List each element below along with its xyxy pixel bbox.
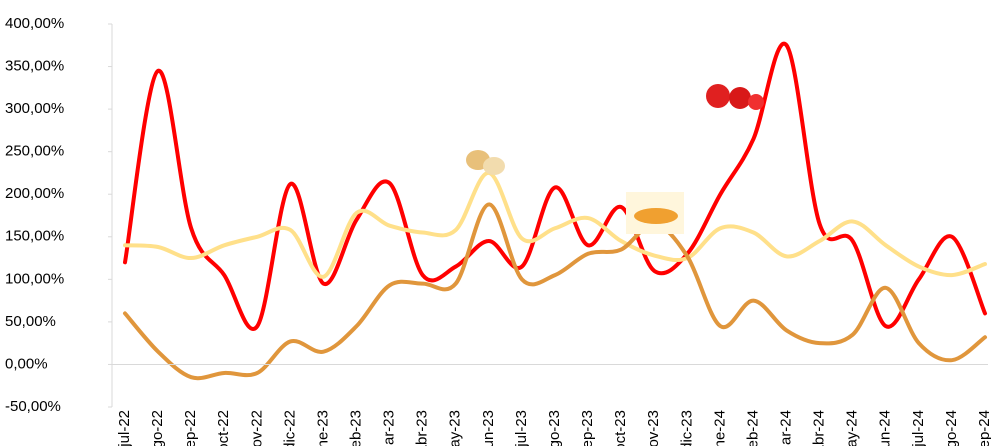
x-tick-label: jul-23: [513, 410, 530, 446]
y-tick-label: 50,00%: [5, 313, 56, 330]
x-tick-label: ene-24: [711, 410, 728, 446]
x-tick-label: oct-22: [215, 410, 232, 446]
squash-icon: [626, 192, 684, 234]
x-tick-label: mar-23: [381, 410, 398, 446]
line-series: [123, 41, 987, 331]
x-tick-label: jun-23: [480, 410, 497, 446]
y-tick-label: 400,00%: [5, 15, 64, 32]
y-tick-label: 250,00%: [5, 143, 64, 160]
x-tick-label: may-23: [447, 410, 464, 446]
x-tick-label: sep-22: [182, 410, 199, 446]
x-tick-label: nov-22: [248, 410, 265, 446]
x-tick-label: feb-23: [348, 410, 365, 446]
x-tick-label: nov-23: [645, 410, 662, 446]
x-tick-label: dic-22: [281, 410, 298, 446]
tomato-icon: [706, 84, 764, 110]
x-tick-label: mar-24: [778, 410, 795, 446]
x-tick-label: feb-24: [744, 410, 761, 446]
onion-icon: [466, 150, 505, 175]
x-tick-label: abr-23: [414, 410, 431, 446]
y-tick-label: 200,00%: [5, 185, 64, 202]
y-tick-label: -50,00%: [5, 398, 61, 415]
x-tick-label: oct-23: [612, 410, 629, 446]
line-series: [123, 202, 987, 381]
x-tick-label: may-24: [844, 410, 861, 446]
x-tick-label: sep-24: [976, 410, 991, 446]
x-tick-label: sep-23: [579, 410, 596, 446]
x-tick-label: jul-22: [116, 410, 133, 446]
y-tick-label: 350,00%: [5, 58, 64, 75]
x-tick-label: jun-24: [877, 410, 894, 446]
line-series: [123, 170, 987, 279]
y-tick-label: 0,00%: [5, 355, 48, 372]
x-tick-label: jul-24: [910, 410, 927, 446]
x-tick-label: abr-24: [811, 410, 828, 446]
y-tick-label: 300,00%: [5, 100, 64, 117]
x-tick-label: dic-23: [678, 410, 695, 446]
x-tick-label: ago-24: [943, 410, 960, 446]
x-tick-label: ago-22: [149, 410, 166, 446]
y-tick-label: 100,00%: [5, 270, 64, 287]
x-tick-label: ene-23: [314, 410, 331, 446]
y-tick-label: 150,00%: [5, 228, 64, 245]
x-tick-label: ago-23: [546, 410, 563, 446]
